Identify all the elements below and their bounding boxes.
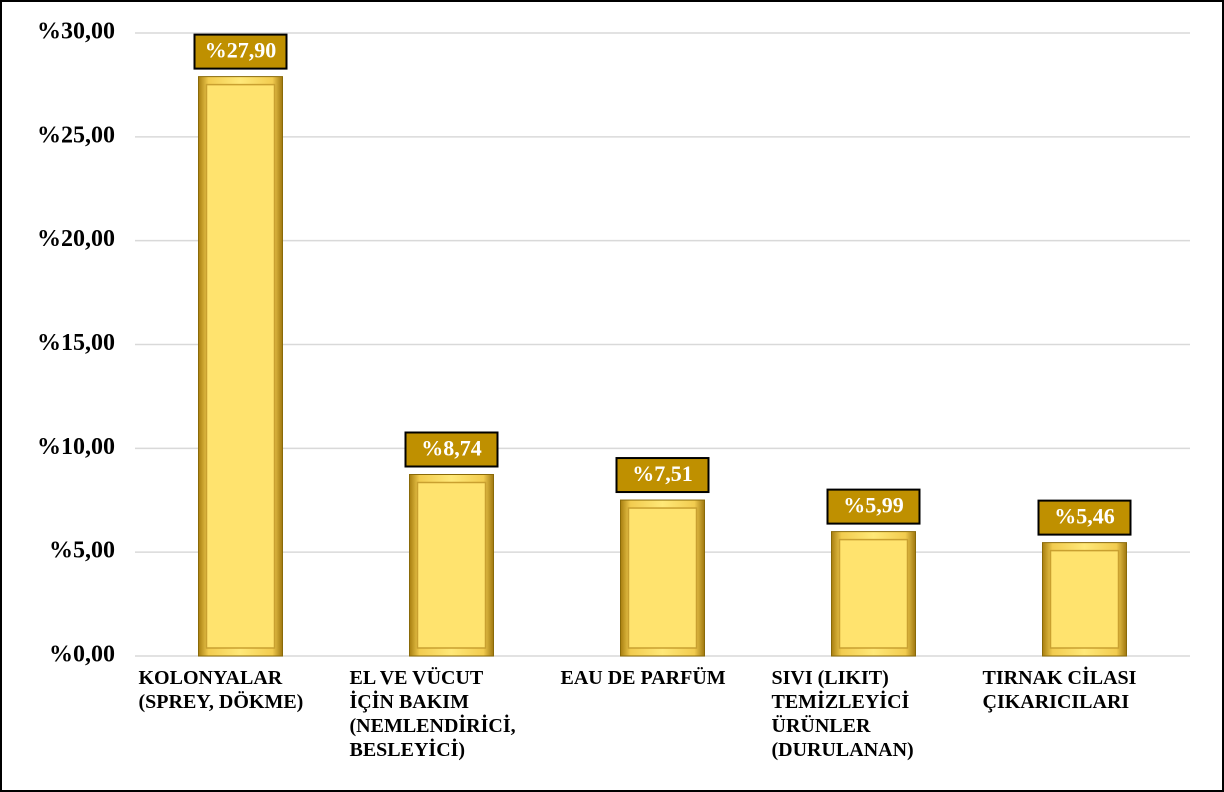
value-label-box bbox=[826, 488, 921, 525]
x-tick-label: KOLONYALAR (SPREY, DÖKME) bbox=[138, 667, 304, 713]
x-tick-label: TIRNAK CİLASI ÇIKARICILARI bbox=[982, 667, 1137, 713]
bar-face bbox=[416, 481, 487, 649]
value-label: %27,90 bbox=[205, 38, 277, 63]
y-tick-label: %25,00 bbox=[37, 122, 115, 148]
bar-face bbox=[838, 538, 909, 649]
y-tick-label: %20,00 bbox=[37, 226, 115, 252]
value-label: %8,74 bbox=[421, 436, 482, 461]
value-label: %5,99 bbox=[843, 493, 904, 518]
value-label-box bbox=[193, 33, 288, 70]
value-label-box bbox=[615, 457, 710, 494]
bar-face bbox=[627, 507, 698, 649]
y-tick-label: %0,00 bbox=[49, 642, 115, 668]
bar-face bbox=[1049, 549, 1120, 649]
y-tick-label: %30,00 bbox=[37, 19, 115, 45]
value-label-box bbox=[404, 431, 499, 468]
bar-face bbox=[205, 83, 276, 649]
x-tick-label: EAU DE PARFÜM bbox=[560, 667, 726, 689]
value-label: %7,51 bbox=[632, 461, 693, 486]
y-tick-label: %15,00 bbox=[37, 330, 115, 356]
x-tick-label: SIVI (LIKIT) TEMİZLEYİCİ ÜRÜNLER (DURULA… bbox=[771, 667, 914, 761]
value-label: %5,46 bbox=[1054, 504, 1115, 529]
value-label-box bbox=[1037, 499, 1132, 536]
x-tick-label: EL VE VÜCUT İÇİN BAKIM (NEMLENDİRİCİ, BE… bbox=[349, 667, 516, 761]
y-tick-label: %5,00 bbox=[49, 538, 115, 564]
y-tick-label: %10,00 bbox=[37, 434, 115, 460]
